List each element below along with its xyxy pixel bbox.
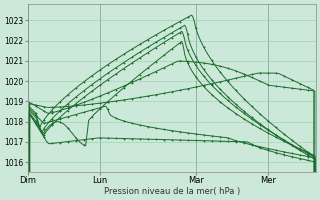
X-axis label: Pression niveau de la mer( hPa ): Pression niveau de la mer( hPa ) bbox=[104, 187, 240, 196]
